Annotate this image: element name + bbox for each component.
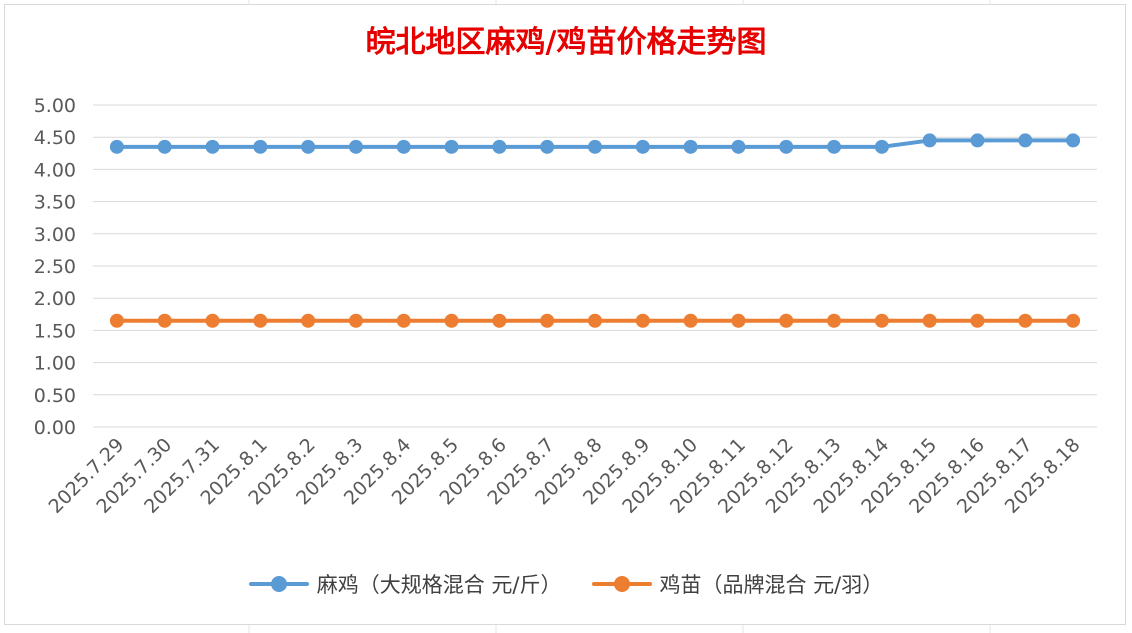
data-point-series-1[interactable] xyxy=(731,313,746,328)
y-tick-label: 3.00 xyxy=(34,224,76,246)
legend-label-maji: 麻鸡（大规格混合 元/斤） xyxy=(316,573,562,597)
y-tick-label: 3.50 xyxy=(34,192,76,214)
y-tick-label: 5.00 xyxy=(34,95,76,117)
legend-item-jimiao[interactable]: 鸡苗（品牌混合 元/羽） xyxy=(591,569,884,599)
data-point-series-0[interactable] xyxy=(683,139,698,154)
data-point-series-1[interactable] xyxy=(635,313,650,328)
data-point-series-0[interactable] xyxy=(301,139,316,154)
legend-item-maji[interactable]: 麻鸡（大规格混合 元/斤） xyxy=(248,569,562,599)
data-point-series-0[interactable] xyxy=(157,139,172,154)
data-point-series-1[interactable] xyxy=(827,313,842,328)
data-point-series-0[interactable] xyxy=(348,139,363,154)
y-tick-label: 0.00 xyxy=(34,417,76,439)
y-tick-label: 2.00 xyxy=(34,288,76,310)
legend-swatch-jimiao xyxy=(591,574,652,594)
chart-title: 皖北地区麻鸡/鸡苗价格走势图 xyxy=(365,25,767,60)
y-tick-label: 4.00 xyxy=(34,159,76,181)
data-point-series-1[interactable] xyxy=(396,313,411,328)
chart-area[interactable] xyxy=(4,4,1126,625)
data-point-series-0[interactable] xyxy=(444,139,459,154)
data-point-series-1[interactable] xyxy=(157,313,172,328)
data-point-series-0[interactable] xyxy=(827,139,842,154)
data-point-series-0[interactable] xyxy=(588,139,602,154)
data-point-series-1[interactable] xyxy=(683,313,698,328)
data-point-series-1[interactable] xyxy=(540,313,555,328)
x-axis-tick-labels: 2025.7.292025.7.302025.7.312025.8.12025.… xyxy=(45,434,1085,518)
data-point-series-1[interactable] xyxy=(205,313,220,328)
y-tick-label: 2.50 xyxy=(34,256,76,278)
legend-label-jimiao: 鸡苗（品牌混合 元/羽） xyxy=(659,573,884,597)
y-tick-label: 1.00 xyxy=(34,353,76,375)
data-point-series-1[interactable] xyxy=(1018,313,1033,328)
data-point-series-1[interactable] xyxy=(1066,313,1081,328)
data-point-series-1[interactable] xyxy=(109,313,124,328)
data-point-series-0[interactable] xyxy=(540,139,555,154)
data-point-series-0[interactable] xyxy=(922,133,937,148)
y-tick-label: 0.50 xyxy=(34,385,76,407)
data-point-series-0[interactable] xyxy=(253,139,268,154)
data-point-series-0[interactable] xyxy=(1066,133,1081,148)
chart-legend: 麻鸡（大规格混合 元/斤） 鸡苗（品牌混合 元/羽） xyxy=(0,566,1132,602)
data-point-series-0[interactable] xyxy=(492,139,507,154)
y-axis-tick-labels: 0.00 0.50 1.00 1.50 2.00 2.50 3.00 3.50 4.00 4.50… xyxy=(34,95,76,439)
data-point-series-0[interactable] xyxy=(779,139,794,154)
y-tick-label: 4.50 xyxy=(34,127,76,149)
data-point-series-1[interactable] xyxy=(253,313,268,328)
data-point-series-1[interactable] xyxy=(779,313,794,328)
data-point-series-0[interactable] xyxy=(396,139,411,154)
data-point-series-0[interactable] xyxy=(1018,133,1033,148)
data-point-series-1[interactable] xyxy=(348,313,363,328)
data-point-series-0[interactable] xyxy=(109,139,124,154)
data-point-series-1[interactable] xyxy=(444,313,459,328)
data-point-series-0[interactable] xyxy=(731,139,746,154)
data-point-series-1[interactable] xyxy=(874,313,889,328)
data-point-series-0[interactable] xyxy=(874,139,889,154)
data-point-series-1[interactable] xyxy=(922,313,937,328)
y-tick-label: 1.50 xyxy=(34,320,76,342)
data-point-series-0[interactable] xyxy=(205,139,220,154)
data-point-series-1[interactable] xyxy=(301,313,316,328)
data-point-series-1[interactable] xyxy=(970,313,985,328)
legend-swatch-maji xyxy=(248,574,309,594)
series-layer xyxy=(109,133,1081,328)
data-point-series-1[interactable] xyxy=(492,313,507,328)
data-point-series-0[interactable] xyxy=(635,139,650,154)
data-point-series-1[interactable] xyxy=(588,313,602,328)
data-point-series-0[interactable] xyxy=(970,133,985,148)
